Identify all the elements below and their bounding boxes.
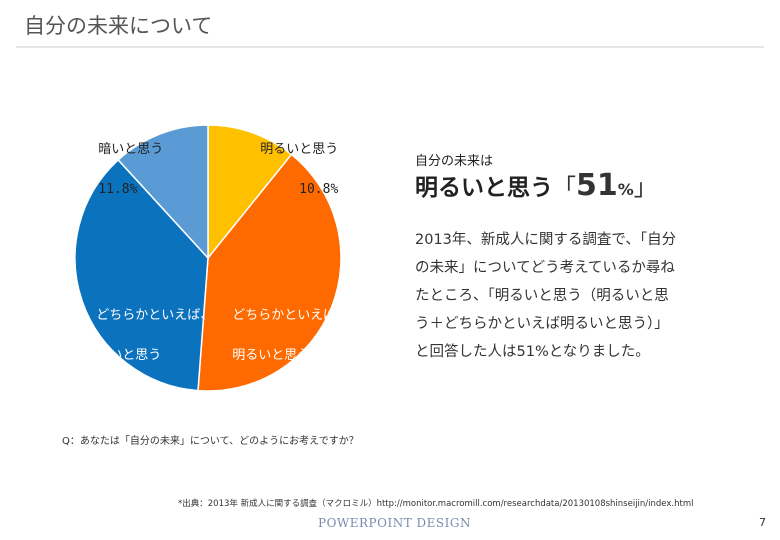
pie-label-rather-dark-value: 37.0%: [126, 388, 166, 403]
pie-label-bright: 明るいと思う 10.8%: [252, 120, 338, 200]
summary-body-line: と回答した人は51%となりました。: [415, 344, 650, 360]
pie-slice-dark: [117, 124, 209, 260]
slide-title: 自分の未来について: [24, 14, 213, 38]
pie-label-rather-bright: どちらかといえば、 明るいと思う 40.4%: [224, 286, 349, 406]
pie-label-rather-dark-line1: どちらかといえば、: [96, 308, 214, 323]
survey-question: Q：あなたは「自分の未来」について、どのようにお考えですか？: [62, 436, 359, 447]
page-number: 7: [759, 516, 766, 529]
pie-label-rather-bright-value: 40.4%: [262, 388, 302, 403]
summary-headline-text: 明るいと思う: [415, 175, 553, 201]
pie-label-dark: 暗いと思う 11.8%: [90, 120, 163, 200]
pie-label-rather-bright-line1: どちらかといえば、: [232, 308, 350, 323]
pie-label-dark-value: 11.8%: [98, 182, 138, 197]
pie-label-bright-name: 明るいと思う: [260, 142, 339, 157]
pie-slice-rather-dark: [74, 158, 209, 392]
summary-body-line: たところ、「明るいと思う（明るいと思: [415, 288, 669, 304]
summary-percent-unit: %: [617, 180, 634, 199]
summary-headline: 明るいと思う「51%」: [415, 168, 657, 203]
summary-lead: 自分の未来は: [415, 154, 494, 169]
pie-label-rather-bright-line2: 明るいと思う: [232, 348, 311, 363]
brand-logo: POWERPOINT DESIGN: [318, 516, 471, 530]
source-note: *出典：2013年 新成人に関する調査（マクロミル）http://monitor…: [178, 499, 694, 509]
pie-label-rather-dark: どちらかといえば、 暗いと思う 37.0%: [88, 286, 213, 406]
summary-bracket-open: 「: [553, 175, 576, 201]
summary-bracket-close: 」: [633, 175, 657, 201]
summary-percent-number: 51: [576, 168, 618, 203]
pie-label-bright-value: 10.8%: [299, 182, 339, 197]
title-divider: [16, 46, 764, 48]
summary-body: 2013年、新成人に関する調査で、「自分 の未来」についてどう考えているか尋ね …: [415, 226, 735, 366]
pie-slice-rather-bright: [197, 153, 342, 392]
pie-slice-bright: [207, 124, 293, 261]
summary-body-line: の未来」についてどう考えているか尋ね: [415, 260, 675, 276]
pie-label-dark-name: 暗いと思う: [98, 142, 164, 157]
summary-body-line: う＋どちらかといえば明るいと思う）」: [415, 316, 669, 332]
summary-body-line: 2013年、新成人に関する調査で、「自分: [415, 232, 677, 248]
pie-label-rather-dark-line2: 暗いと思う: [96, 348, 162, 363]
